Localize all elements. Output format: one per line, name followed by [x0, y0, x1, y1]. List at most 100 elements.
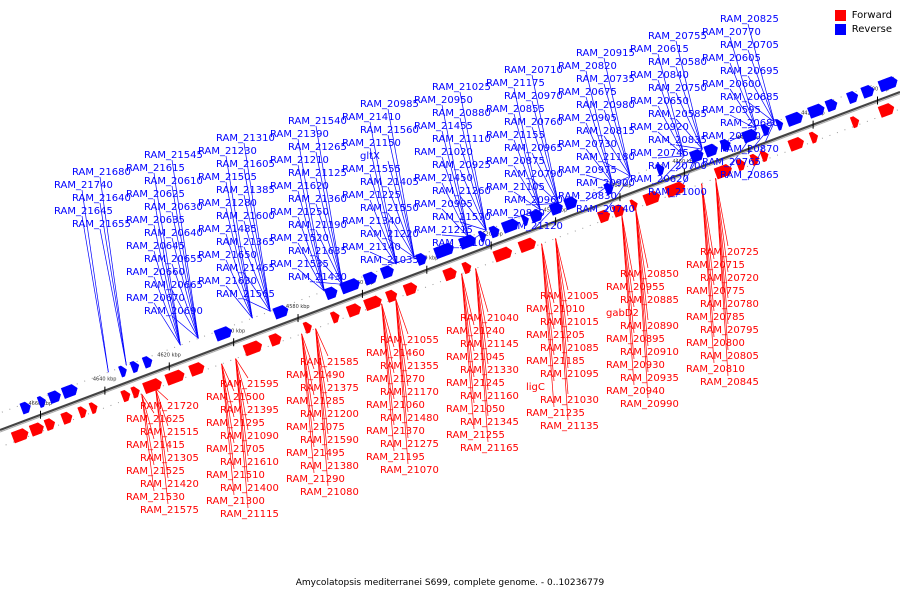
- leader-line: [315, 151, 343, 285]
- leader-line: [675, 92, 703, 150]
- leader-line: [541, 243, 555, 408]
- leader-line: [225, 155, 253, 319]
- reverse-gene-label: RAM_21535: [270, 259, 329, 270]
- forward-gene-arrow: [10, 428, 29, 444]
- leader-line: [315, 255, 343, 285]
- reverse-gene-label: RAM_20640: [144, 228, 203, 239]
- reverse-gene-label: RAM_20770: [702, 27, 761, 38]
- forward-gene-label: RAM_21170: [380, 387, 439, 398]
- forward-gene-label: RAM_21290: [286, 474, 345, 485]
- leader-line: [235, 358, 249, 509]
- leader-line: [301, 333, 315, 370]
- forward-gene-label: RAM_21300: [206, 496, 265, 507]
- leader-line: [301, 333, 315, 422]
- forward-gene-label: RAM_21145: [460, 339, 519, 350]
- forward-gene-arrow: [268, 333, 282, 347]
- forward-gene-arrow: [363, 295, 382, 312]
- forward-gene-label: RAM_21480: [380, 413, 439, 424]
- axis-tick-label: 4560 kbp: [350, 280, 374, 286]
- forward-gene-label: RAM_21345: [460, 417, 519, 428]
- leader-line: [657, 79, 685, 157]
- forward-gene-label: RAM_21115: [220, 509, 279, 520]
- leader-line: [153, 250, 181, 346]
- leader-line: [225, 285, 253, 319]
- leader-line: [701, 183, 715, 286]
- leader-line: [441, 130, 469, 238]
- leader-line: [715, 178, 729, 273]
- leader-line: [81, 215, 109, 373]
- reverse-gene-label: RAM_21025: [432, 82, 491, 93]
- reverse-gene-label: RAM_21230: [198, 146, 257, 157]
- forward-gene-arrow: [60, 411, 73, 425]
- forward-gene-arrow: [28, 422, 44, 437]
- leader-line: [747, 121, 775, 129]
- reverse-gene-arrow: [655, 163, 665, 176]
- reverse-gene-label: RAM_21605: [216, 159, 275, 170]
- forward-gene-label: RAM_21055: [380, 335, 439, 346]
- leader-line: [395, 298, 409, 361]
- forward-gene-label: RAM_21530: [126, 492, 185, 503]
- forward-gene-label: RAM_21355: [380, 361, 439, 372]
- legend-forward-label: Forward: [851, 9, 892, 21]
- gene-labels: RAM_20825RAM_20770RAM_20705RAM_20605RAM_…: [54, 14, 779, 520]
- reverse-gene-label: RAM_21410: [342, 112, 401, 123]
- leader-line: [155, 388, 169, 401]
- leader-line: [225, 207, 253, 319]
- reverse-gene-arrow: [688, 149, 704, 164]
- reverse-gene-label: RAM_21540: [288, 116, 347, 127]
- reverse-gene-label: RAM_21175: [486, 78, 545, 89]
- forward-gene-arrow: [492, 246, 513, 263]
- leader-line: [235, 358, 249, 457]
- reverse-gene-label: RAM_20750: [648, 83, 707, 94]
- reverse-gene-label: RAM_21640: [72, 193, 131, 204]
- axis-tick-label: 4620 kbp: [157, 352, 181, 358]
- forward-gene-label: RAM_20725: [700, 247, 759, 258]
- forward-gene-arrow: [77, 406, 87, 419]
- forward-gene-arrow: [442, 267, 457, 282]
- reverse-gene-label: RAM_20865: [720, 170, 779, 181]
- reverse-gene-label: RAM_21260: [432, 186, 491, 197]
- leader-line: [621, 213, 635, 334]
- leader-line: [747, 23, 775, 123]
- forward-gene-label: RAM_20780: [700, 299, 759, 310]
- forward-gene-arrow: [759, 150, 769, 163]
- leader-line: [297, 164, 325, 292]
- leader-line: [235, 358, 249, 483]
- forward-gene-label: RAM_20805: [700, 351, 759, 362]
- reverse-gene-label: RAM_21740: [54, 180, 113, 191]
- forward-gene-label: RAM_21005: [540, 291, 599, 302]
- reverse-gene-label: RAM_21020: [414, 147, 473, 158]
- axis-tick-label: 4460 kbp: [672, 159, 696, 165]
- genome-caption: Amycolatopsis mediterranei S699, complet…: [295, 578, 605, 588]
- forward-gene-label: RAM_20910: [620, 347, 679, 358]
- forward-gene-label: RAM_21095: [540, 369, 599, 380]
- leader-line: [729, 114, 757, 130]
- leader-line: [387, 238, 415, 258]
- leader-line: [141, 393, 155, 440]
- forward-gene-label: gabD2: [606, 308, 639, 319]
- reverse-gene-arrow: [213, 326, 232, 342]
- forward-gene-arrow: [596, 209, 611, 224]
- reverse-gene-label: RAM_20700: [648, 161, 707, 172]
- leader-line: [541, 243, 555, 304]
- reverse-gene-label: RAM_20755: [648, 31, 707, 42]
- reverse-gene-label: RAM_21430: [288, 272, 347, 283]
- forward-gene-arrow: [642, 190, 661, 207]
- reverse-gene-label: RAM_21000: [648, 187, 707, 198]
- reverse-gene-label: RAM_21635: [288, 246, 347, 257]
- reverse-gene-label: RAM_20950: [414, 95, 473, 106]
- leader-line: [297, 138, 325, 292]
- forward-gene-label: RAM_21515: [140, 427, 199, 438]
- reverse-gene-arrow: [741, 128, 758, 144]
- leader-line: [381, 303, 395, 452]
- reverse-gene-label: RAM_21210: [270, 155, 329, 166]
- leader-line: [459, 143, 487, 231]
- forward-gene-label: RAM_20930: [606, 360, 665, 371]
- leader-line: [747, 75, 775, 123]
- leader-line: [657, 155, 685, 185]
- reverse-gene-label: RAM_21155: [486, 130, 545, 141]
- forward-gene-label: RAM_20845: [700, 377, 759, 388]
- leader-line: [475, 268, 489, 313]
- leader-line: [461, 273, 475, 352]
